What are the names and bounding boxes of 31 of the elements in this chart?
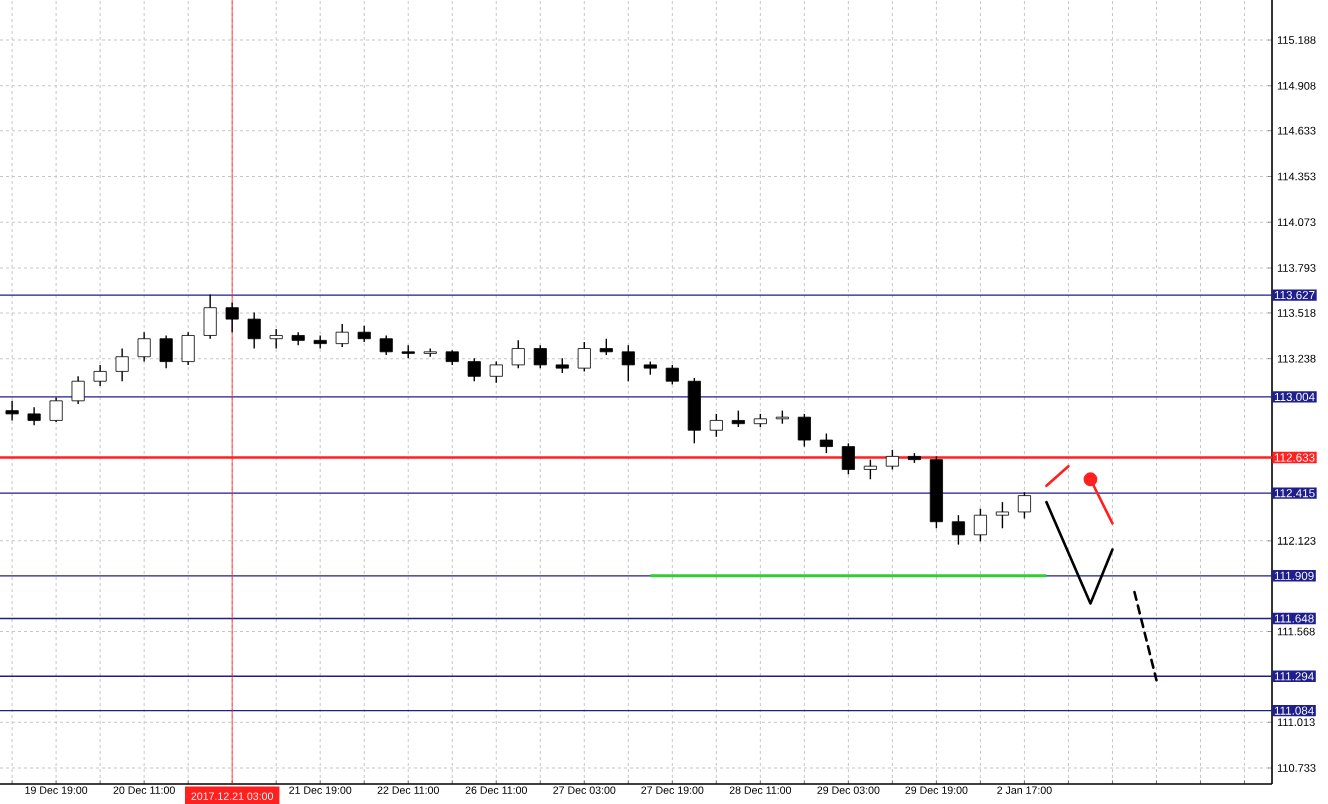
candlestick [665,364,679,386]
candlestick [621,344,635,382]
candlestick [335,323,349,348]
candlestick [5,400,19,422]
candlestick [115,347,129,382]
candlestick [467,357,481,382]
candlestick [49,396,63,423]
candlestick [379,334,393,356]
candlestick [269,328,283,350]
candlestick [995,501,1009,529]
candlestick [137,331,151,363]
candlestick [951,514,965,546]
candlestick [885,449,899,471]
candlestick [973,507,987,543]
candlestick [203,293,217,340]
candlestick [159,334,173,369]
candlestick [225,302,239,333]
candlestick [863,458,877,480]
candlestick [709,413,723,438]
candlestick [511,339,525,369]
candlestick [181,331,195,366]
candlestick [841,442,855,476]
candlestick [577,341,591,373]
candlestick [819,432,833,454]
candlestick [93,364,107,387]
candlestick [1017,491,1031,520]
candlestick [797,413,811,448]
candlestick [71,375,85,405]
candlestick [533,344,547,369]
candlestick [247,311,261,350]
candlestick [489,360,503,384]
